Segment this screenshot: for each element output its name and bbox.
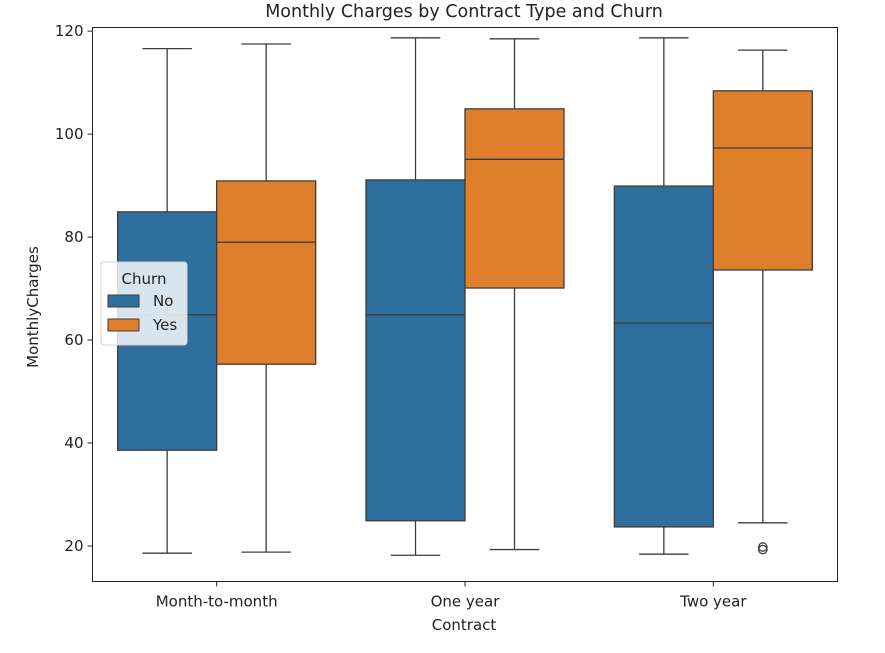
x-tick-label: Month-to-month <box>156 593 278 611</box>
y-tick-label: 100 <box>55 125 84 143</box>
x-axis-label: Contract <box>432 616 497 634</box>
box-yes-0 <box>216 43 317 553</box>
legend-swatch-no <box>107 294 140 308</box>
box-layer <box>117 37 813 556</box>
outlier-point <box>757 544 768 555</box>
box-iqr <box>613 185 714 528</box>
box-no-2 <box>613 37 714 555</box>
x-axis: Month-to-month One year Two year <box>156 581 747 611</box>
y-tick-label: 40 <box>64 434 83 452</box>
legend-swatch-yes <box>107 318 140 332</box>
y-tick-label: 60 <box>64 331 83 349</box>
chart-title: Monthly Charges by Contract Type and Chu… <box>265 2 663 22</box>
x-tick-label: One year <box>431 593 501 611</box>
y-axis: 20 40 60 80 100 120 <box>55 22 93 555</box>
y-tick-label: 20 <box>64 537 83 555</box>
box-yes-2 <box>712 49 813 555</box>
box-iqr <box>712 90 813 271</box>
legend-label-no: No <box>153 292 173 310</box>
x-tick-label: Two year <box>679 593 747 611</box>
legend-label-yes: Yes <box>152 316 177 334</box>
box-yes-1 <box>464 38 565 551</box>
box-iqr <box>464 108 565 289</box>
y-tick-label: 120 <box>55 22 84 40</box>
legend-title: Churn <box>122 270 167 288</box>
legend: Churn No Yes <box>100 261 188 346</box>
box-no-1 <box>365 37 466 556</box>
y-tick-label: 80 <box>64 228 83 246</box>
box-iqr <box>216 180 317 365</box>
box-iqr <box>365 179 466 522</box>
y-axis-label: MonthlyCharges <box>24 246 42 368</box>
outlier-point <box>757 542 768 552</box>
